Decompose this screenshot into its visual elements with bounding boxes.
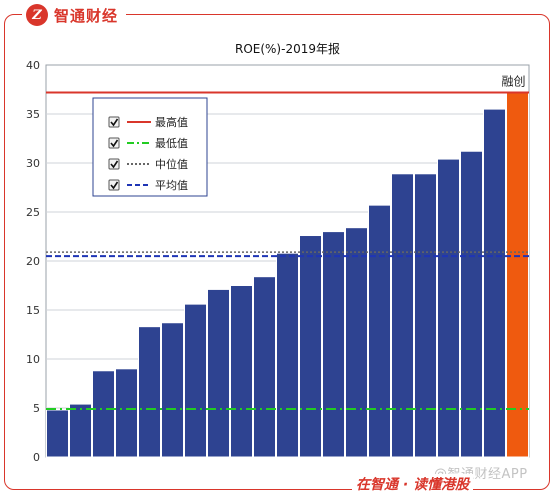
legend-check-icon-min bbox=[110, 139, 119, 148]
bar-9 bbox=[230, 285, 253, 458]
y-tick-label-15: 15 bbox=[26, 304, 40, 317]
highlight-label: 融创 bbox=[501, 74, 525, 88]
y-tick-label-25: 25 bbox=[26, 206, 40, 219]
legend-label-min: 最低值 bbox=[155, 137, 188, 150]
bar-highlight bbox=[506, 91, 529, 458]
bar-2 bbox=[69, 403, 92, 458]
bar-8 bbox=[207, 288, 230, 458]
card-frame bbox=[4, 14, 550, 490]
bar-5 bbox=[138, 326, 161, 458]
y-tick-label-40: 40 bbox=[26, 59, 40, 72]
bar-16 bbox=[391, 173, 414, 458]
y-tick-label-10: 10 bbox=[26, 353, 40, 366]
bar-1 bbox=[46, 409, 69, 458]
bar-12 bbox=[299, 235, 322, 458]
bar-13 bbox=[322, 231, 345, 458]
y-tick-label-5: 5 bbox=[33, 402, 40, 415]
bar-7 bbox=[184, 303, 207, 458]
y-tick-label-30: 30 bbox=[26, 157, 40, 170]
legend-check-icon-max bbox=[110, 118, 119, 127]
legend-label-max: 最高值 bbox=[155, 115, 188, 129]
bar-15 bbox=[368, 204, 391, 458]
bar-20 bbox=[483, 108, 506, 458]
bar-3 bbox=[92, 370, 115, 458]
bar-14 bbox=[345, 227, 368, 458]
y-tick-label-35: 35 bbox=[26, 108, 40, 121]
bar-6 bbox=[161, 322, 184, 458]
bar-19 bbox=[460, 150, 483, 458]
legend-label-median: 中位值 bbox=[155, 157, 188, 171]
brand-name: 智通财经 bbox=[54, 6, 119, 25]
y-tick-label-20: 20 bbox=[26, 255, 40, 268]
y-tick-label-0: 0 bbox=[33, 451, 40, 464]
brand-header: Z 智通财经 bbox=[22, 2, 127, 28]
bar-10 bbox=[253, 276, 276, 458]
bar-4 bbox=[115, 368, 138, 458]
footer-slogan: 在智通 · 读懂港股 bbox=[352, 474, 474, 494]
chart-title: ROE(%)-2019年报 bbox=[235, 41, 340, 56]
legend-check-icon-mean bbox=[110, 181, 119, 190]
bar-11 bbox=[276, 252, 299, 458]
bar-18 bbox=[437, 158, 460, 458]
legend-check-icon-median bbox=[110, 160, 119, 169]
legend-label-mean: 平均值 bbox=[155, 179, 188, 192]
bar-17 bbox=[414, 173, 437, 458]
brand-logo-icon: Z bbox=[26, 4, 48, 26]
